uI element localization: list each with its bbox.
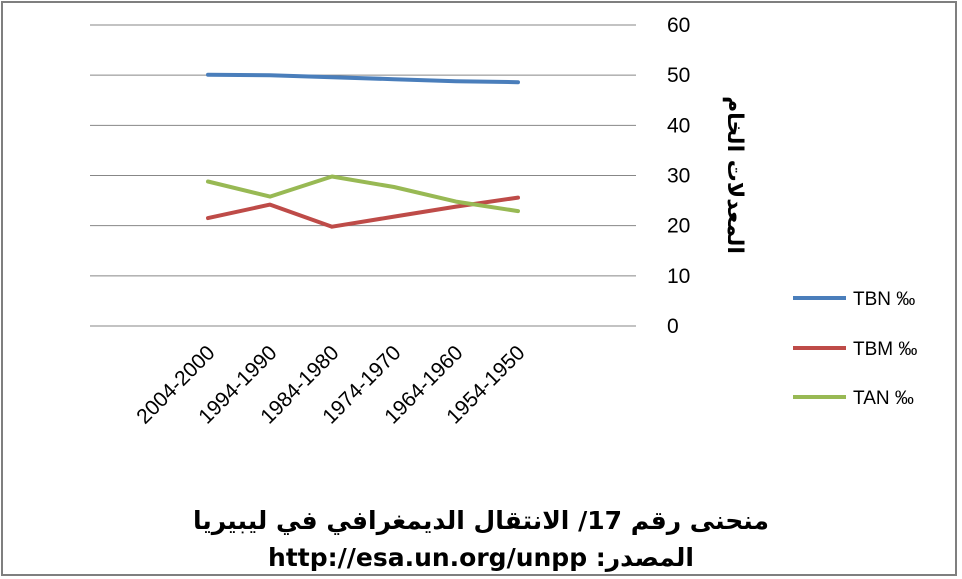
series-line-1 [206,72,520,85]
legend-label: TBN ‰ [853,289,915,310]
chart-title: منحنى رقم 17/ الانتقال الديمغرافي في ليب… [192,506,769,535]
legend-label: TBM ‰ [853,339,917,360]
y-tick-label: 0 [667,315,679,338]
y-tick-label: 60 [667,14,690,37]
y-tick-label: 20 [667,215,690,238]
x-axis-categories: 2004-20001994-19901984-19801974-19701964… [132,341,529,428]
y-tick-label: 50 [667,64,690,87]
series-lines [206,72,520,229]
chart-source: المصدر: http://esa.un.org/unpp [268,543,694,572]
y-tick-label: 40 [667,114,690,137]
y-axis-label: المعدلات الخام [722,96,747,254]
legend-label: TAN ‰ [853,388,914,409]
series-line-3 [206,174,520,214]
gridlines [90,24,636,327]
y-tick-label: 10 [667,265,690,288]
legend: TBN ‰ TBM ‰ TAN ‰ [793,289,917,409]
y-axis-ticks: 0 10 20 30 40 50 60 [667,14,690,338]
y-tick-label: 30 [667,165,690,188]
